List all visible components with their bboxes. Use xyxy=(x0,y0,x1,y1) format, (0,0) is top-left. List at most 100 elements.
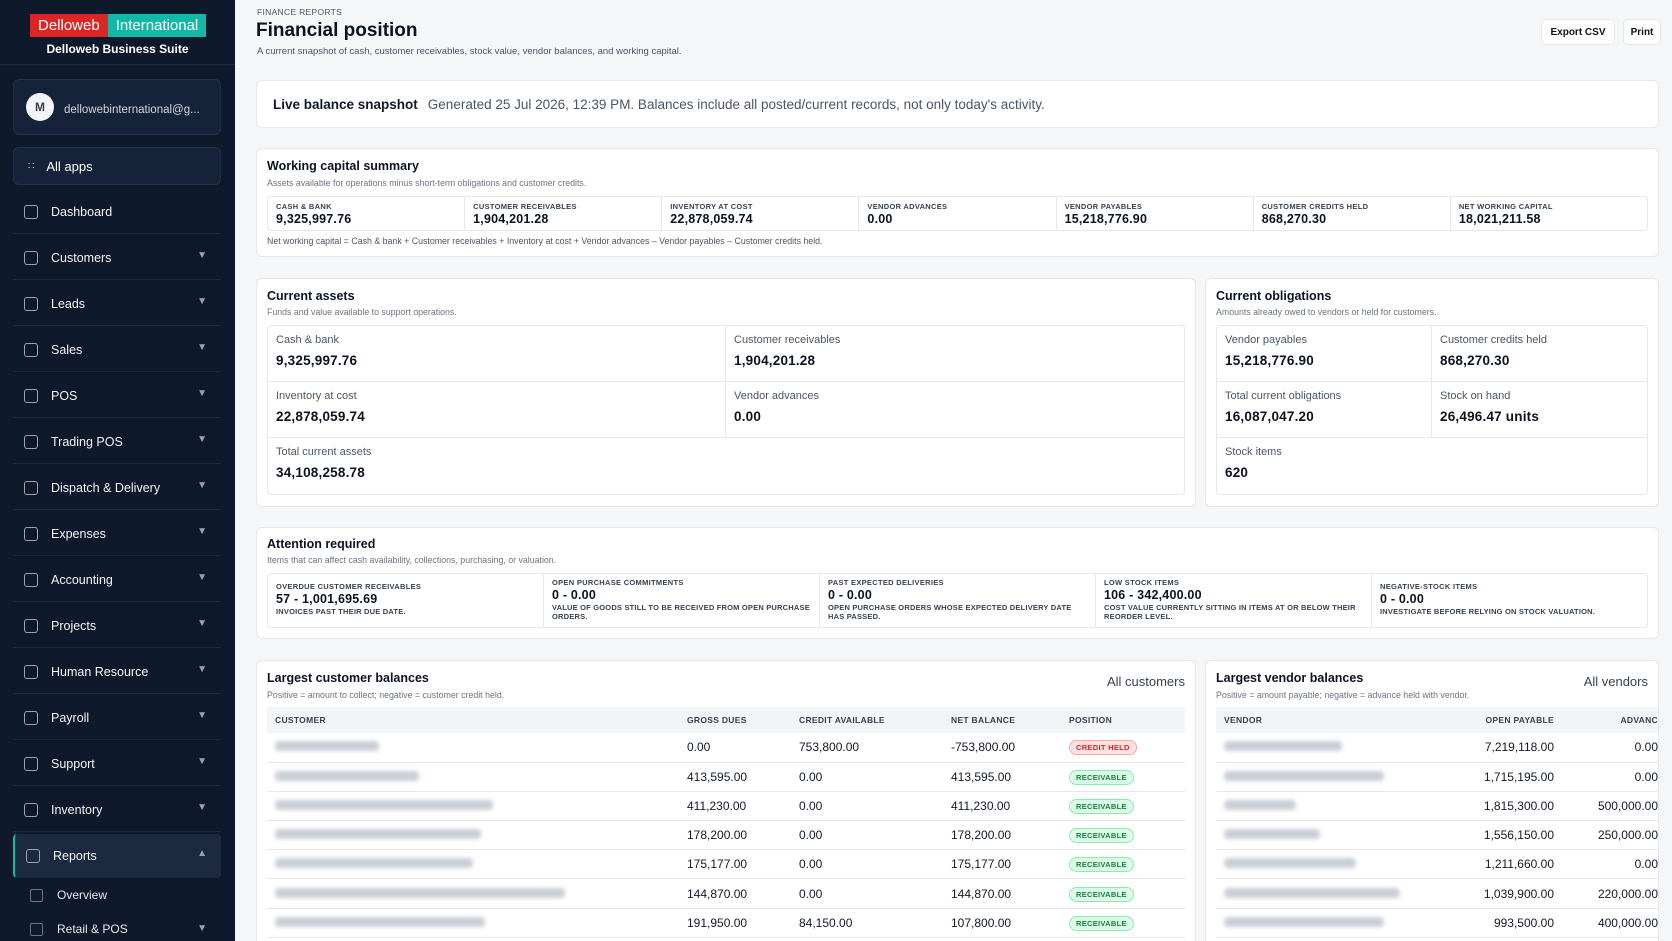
credit-available: 0.00 xyxy=(799,762,951,792)
column-header[interactable]: POSITION xyxy=(1069,707,1185,733)
payroll-icon xyxy=(24,710,38,725)
column-header[interactable]: CUSTOMER xyxy=(267,707,687,733)
sidebar-subitem-overview[interactable]: Overview xyxy=(27,881,221,909)
sidebar-item-label: Reports xyxy=(53,848,97,863)
attention-negative-stock-items[interactable]: NEGATIVE-STOCK ITEMS 0 - 0.00 INVESTIGATE … xyxy=(1372,574,1647,627)
formula-note: Net working capital = Cash & bank + Cust… xyxy=(267,236,823,246)
asset-customer-receivables: Customer receivables 1,904,201.28 xyxy=(726,326,1184,382)
sidebar-item-customers[interactable]: Customers ▼ xyxy=(13,236,221,280)
table-row[interactable]: 411,230.00 0.00 411,230.00 RECEIVABLE xyxy=(267,791,1185,822)
user-profile[interactable]: M dellowebinternational@g... xyxy=(13,79,221,135)
column-header[interactable]: VENDOR xyxy=(1216,707,1464,733)
all-apps-button[interactable]: ∷ All apps xyxy=(13,147,221,185)
attention-low-stock-items[interactable]: LOW STOCK ITEMS 106 - 342,400.00 COST VALU… xyxy=(1096,574,1372,627)
redacted-vendor-name xyxy=(1224,858,1356,869)
redacted-customer-name xyxy=(275,829,481,840)
table-row[interactable]: 993,500.00 400,000.00 xyxy=(1216,908,1658,938)
sidebar-item-leads[interactable]: Leads ▼ xyxy=(13,282,221,326)
open-payable: 1,211,660.00 xyxy=(1464,849,1568,880)
net-balance: 144,870.00 xyxy=(951,878,1069,909)
export-csv-button[interactable]: Export CSV xyxy=(1541,19,1615,45)
advance: 400,000.00 xyxy=(1568,908,1658,938)
sales-icon xyxy=(24,342,38,357)
metric-cash-bank: CASH & BANK 9,325,997.76 xyxy=(268,197,466,230)
table-row[interactable]: 191,950.00 84,150.00 107,800.00 RECEIVABLE xyxy=(267,908,1185,938)
sidebar-item-dispatch-delivery[interactable]: Dispatch & Delivery ▼ xyxy=(13,466,221,510)
sidebar-item-payroll[interactable]: Payroll ▼ xyxy=(13,696,221,740)
table-row[interactable]: 1,556,150.00 250,000.00 xyxy=(1216,820,1658,851)
sidebar-item-label: Support xyxy=(51,756,95,771)
table-row[interactable]: 7,219,118.00 0.00 xyxy=(1216,733,1658,763)
metric-strip: CASH & BANK 9,325,997.76 CUSTOMER RECEIVA… xyxy=(267,196,1648,231)
asset-total-current-assets: Total current assets 34,108,258.78 xyxy=(268,438,1184,494)
attention-value: 0 - 0.00 xyxy=(828,588,872,602)
table-row[interactable]: 1,039,900.00 220,000.00 xyxy=(1216,878,1658,909)
metric-customer-receivables: CUSTOMER RECEIVABLES 1,904,201.28 xyxy=(465,197,663,230)
attention-past-expected-deliveries[interactable]: PAST EXPECTED DELIVERIES 0 - 0.00 OPEN PUR… xyxy=(820,574,1096,627)
column-header[interactable]: CREDIT AVAILABLE xyxy=(799,707,951,733)
metric-value: 15,218,776.90 xyxy=(1064,212,1148,226)
sidebar-item-trading-pos[interactable]: Trading POS ▼ xyxy=(13,420,221,464)
table-row[interactable]: 1,815,300.00 500,000.00 xyxy=(1216,791,1658,822)
attention-open-purchase-commitments[interactable]: OPEN PURCHASE COMMITMENTS 0 - 0.00 VALUE O… xyxy=(544,574,820,627)
item-value: 9,325,997.76 xyxy=(276,353,358,368)
brand-logo[interactable]: Delloweb International xyxy=(30,14,207,37)
leads-icon xyxy=(24,296,38,311)
sidebar-item-human-resource[interactable]: Human Resource ▼ xyxy=(13,650,221,694)
column-header[interactable]: NET BALANCE xyxy=(951,707,1069,733)
table-row[interactable]: 175,177.00 0.00 175,177.00 RECEIVABLE xyxy=(267,849,1185,880)
table-row[interactable]: 413,595.00 0.00 413,595.00 RECEIVABLE xyxy=(267,762,1185,792)
sidebar-item-expenses[interactable]: Expenses ▼ xyxy=(13,512,221,556)
attention-overdue-receivables[interactable]: OVERDUE CUSTOMER RECEIVABLES 57 - 1,001,6… xyxy=(268,574,544,627)
metric-label: VENDOR ADVANCES xyxy=(867,202,948,211)
attention-label: OVERDUE CUSTOMER RECEIVABLES xyxy=(276,582,422,591)
pos-icon xyxy=(24,388,38,403)
column-header[interactable]: ADVANC xyxy=(1568,707,1658,733)
avatar: M xyxy=(26,93,54,121)
sidebar-item-accounting[interactable]: Accounting ▼ xyxy=(13,558,221,602)
page-subtitle: A current snapshot of cash, customer rec… xyxy=(257,46,682,57)
gross-dues: 178,200.00 xyxy=(687,820,799,851)
table-row[interactable]: 178,200.00 0.00 178,200.00 RECEIVABLE xyxy=(267,820,1185,851)
sidebar-item-projects[interactable]: Projects ▼ xyxy=(13,604,221,648)
attention-card: Attention required Items that can affect… xyxy=(256,527,1659,639)
gross-dues: 411,230.00 xyxy=(687,791,799,822)
chevron-down-icon: ▼ xyxy=(197,434,207,445)
sidebar-item-inventory[interactable]: Inventory ▼ xyxy=(13,788,221,832)
status-badge: CREDIT HELD xyxy=(1069,740,1137,756)
sidebar-item-support[interactable]: Support ▼ xyxy=(13,742,221,786)
hr-icon xyxy=(24,664,38,679)
sidebar-item-dashboard[interactable]: Dashboard xyxy=(13,190,221,234)
metric-label: VENDOR PAYABLES xyxy=(1064,202,1143,211)
section-title: Working capital summary xyxy=(267,159,419,173)
chevron-down-icon: ▼ xyxy=(197,572,207,583)
all-customers-link[interactable]: All customers xyxy=(1106,674,1185,689)
all-vendors-link[interactable]: All vendors xyxy=(1583,674,1648,689)
sidebar: Delloweb International Delloweb Business… xyxy=(0,0,235,941)
obligation-vendor-payables: Vendor payables 15,218,776.90 xyxy=(1217,326,1432,382)
inventory-icon xyxy=(24,802,38,817)
open-payable: 993,500.00 xyxy=(1464,908,1568,938)
table-row[interactable]: 1,211,660.00 0.00 xyxy=(1216,849,1658,880)
item-label: Cash & bank xyxy=(276,334,339,346)
sidebar-item-pos[interactable]: POS ▼ xyxy=(13,374,221,418)
print-button[interactable]: Print xyxy=(1623,19,1661,45)
sidebar-item-sales[interactable]: Sales ▼ xyxy=(13,328,221,372)
customers-icon xyxy=(24,250,38,265)
sidebar-item-reports[interactable]: Reports ▲ xyxy=(13,834,221,878)
snapshot-banner: Live balance snapshot Generated 25 Jul 2… xyxy=(256,80,1659,128)
item-label: Inventory at cost xyxy=(276,390,357,402)
net-balance: 178,200.00 xyxy=(951,820,1069,851)
column-header[interactable]: OPEN PAYABLE xyxy=(1464,707,1568,733)
table-row[interactable]: 0.00 753,800.00 -753,800.00 CREDIT HELD xyxy=(267,733,1185,763)
credit-available: 753,800.00 xyxy=(799,733,951,763)
credit-available: 0.00 xyxy=(799,878,951,909)
table-row[interactable]: 144,870.00 0.00 144,870.00 RECEIVABLE xyxy=(267,878,1185,909)
sidebar-item-label: Payroll xyxy=(51,710,90,725)
metric-label: NET WORKING CAPITAL xyxy=(1458,202,1553,211)
sidebar-subitem-retail-pos[interactable]: Retail & POS ▼ xyxy=(27,915,221,941)
metric-net-working-capital: NET WORKING CAPITAL 18,021,211.58 xyxy=(1451,197,1647,230)
sidebar-item-label: Dashboard xyxy=(51,204,113,219)
column-header[interactable]: GROSS DUES xyxy=(687,707,799,733)
table-row[interactable]: 1,715,195.00 0.00 xyxy=(1216,762,1658,792)
